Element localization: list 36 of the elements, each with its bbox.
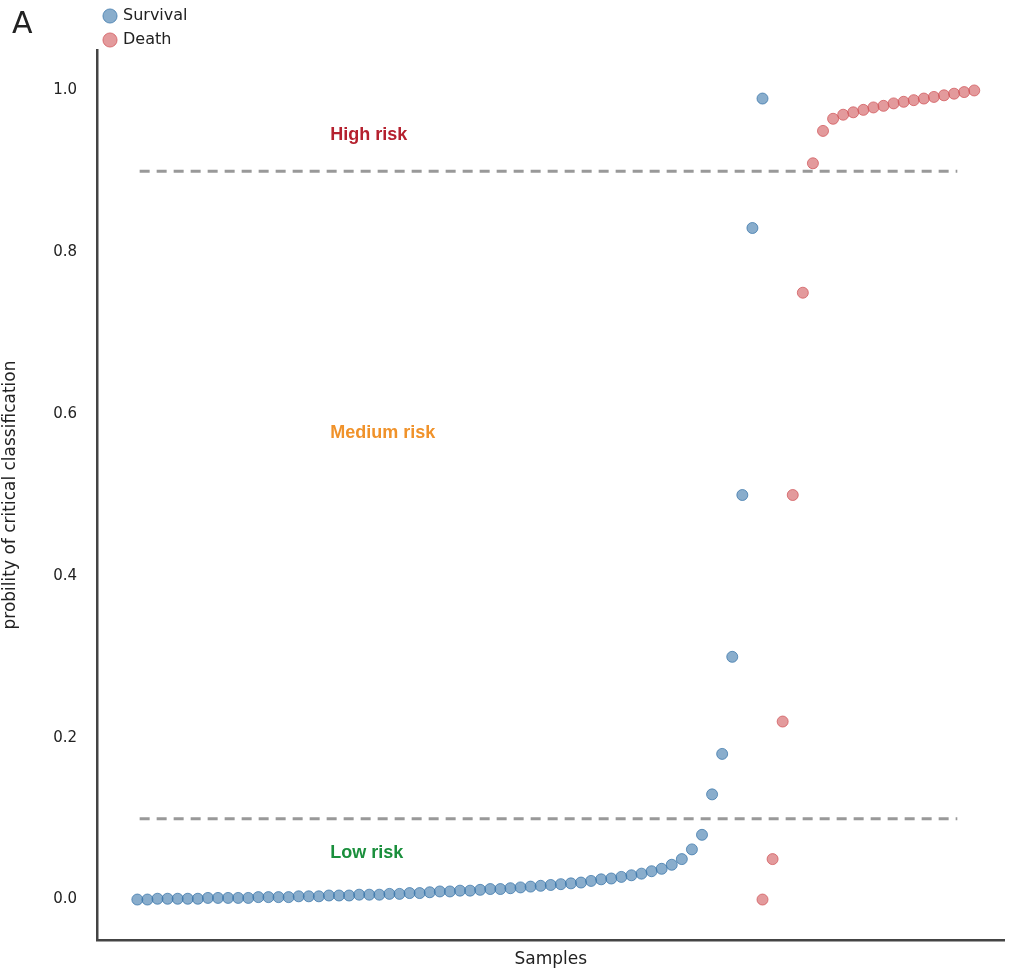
point	[766, 853, 779, 866]
point	[948, 87, 961, 100]
point	[786, 489, 799, 501]
point	[756, 893, 769, 906]
legend-label: Death	[123, 29, 172, 49]
point	[887, 97, 900, 110]
point	[806, 157, 819, 170]
annotation: High risk	[330, 124, 409, 145]
point	[877, 99, 890, 112]
point	[927, 90, 940, 103]
point	[847, 106, 860, 119]
point	[827, 112, 840, 125]
point	[796, 286, 809, 299]
point	[968, 84, 981, 97]
point	[817, 124, 829, 137]
annotation: Low risk	[330, 841, 405, 862]
point	[958, 86, 971, 99]
point	[837, 108, 850, 121]
x-axis-title: Samples	[514, 948, 588, 969]
point	[857, 103, 870, 116]
y-tick-label: 0.0	[53, 889, 77, 908]
annotation: Medium risk	[330, 421, 437, 442]
y-tick-label: 0.6	[53, 403, 77, 422]
point	[917, 92, 930, 105]
point	[907, 94, 920, 107]
y-tick-label: 0.4	[53, 565, 77, 584]
legend-label: Survival	[123, 5, 188, 25]
y-tick-label: 0.8	[53, 242, 77, 261]
point	[776, 715, 789, 728]
y-axis-title: probility of critical classification	[0, 360, 19, 630]
text: A	[12, 4, 33, 40]
point	[938, 89, 950, 102]
y-tick-label: 1.0	[53, 80, 77, 99]
y-tick-label: 0.2	[53, 727, 77, 746]
point	[897, 95, 910, 108]
point	[867, 101, 880, 114]
